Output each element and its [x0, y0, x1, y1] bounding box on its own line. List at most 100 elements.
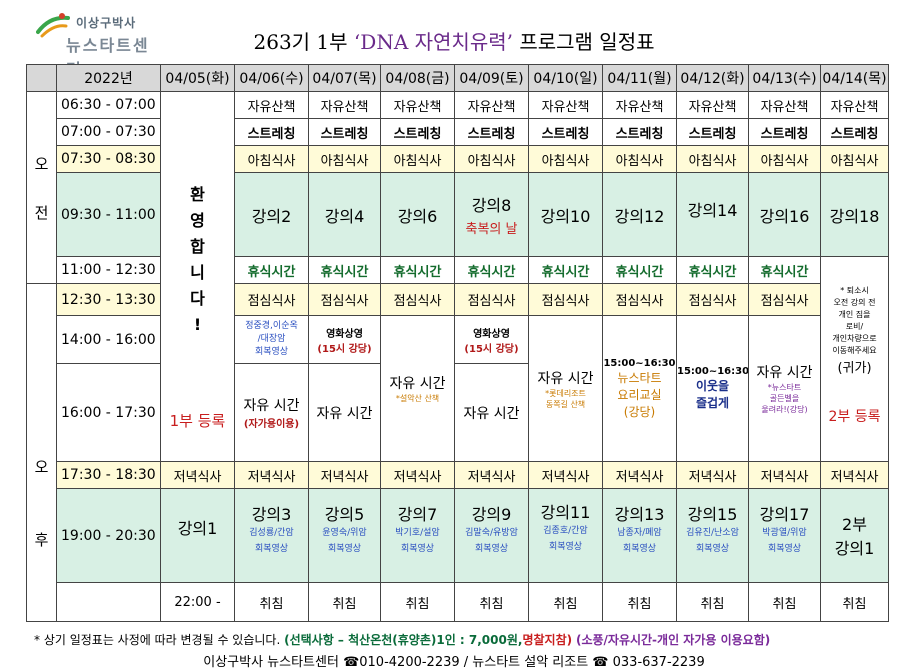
free-time-label: 자유 시간 — [389, 376, 446, 392]
date-header: 04/06(수) — [234, 64, 309, 92]
stretch-cell: 스트레칭 — [748, 118, 821, 146]
lecture-cell: 강의18 — [820, 172, 889, 257]
free-time-cell: 자유 시간 — [454, 363, 529, 462]
evening-lecture-cell: 강의15 김유진/난소암 회복영상 — [676, 488, 749, 583]
title-suffix: 프로그램 일정표 — [512, 30, 655, 54]
evening-lecture-cell: 강의9 김말숙/유방암 회복영상 — [454, 488, 529, 583]
evening-lecture-label: 강의9 — [471, 505, 512, 524]
breakfast-cell: 아침식사 — [234, 145, 309, 173]
time-cell: 19:00 - 20:30 — [56, 488, 161, 583]
evening-lecture-label: 강의1 — [177, 519, 218, 538]
rest-cell: 휴식시간 — [308, 256, 381, 284]
evening-lecture-label: 강의13 — [614, 505, 665, 524]
walk-cell: 자유산책 — [602, 91, 677, 119]
evening-lecture-label: 2부 — [842, 515, 867, 534]
date-header: 04/10(일) — [528, 64, 603, 92]
cooking-label: (강당) — [623, 404, 656, 419]
sleep-cell: 취침 — [602, 582, 677, 622]
walk-cell: 자유산책 — [234, 91, 309, 119]
rest-cell: 휴식시간 — [380, 256, 455, 284]
walk-cell: 자유산책 — [380, 91, 455, 119]
lecture-cell: 강의16 — [748, 172, 821, 257]
table-row: 22:00 - 취침 취침 취침 취침 취침 취침 취침 취침 취침 취침 — [27, 582, 889, 622]
footer-contact: 이상구박사 뉴스타트센터 ☎010-4200-2239 / 뉴스타트 설악 리조… — [203, 655, 705, 670]
free-time-note: 동쪽길 산책 — [545, 399, 586, 409]
departure-note: 로비/ — [845, 322, 864, 331]
welcome-char: 합 — [190, 237, 205, 256]
movie-time: (15시 강당) — [464, 343, 519, 355]
lecture-cell: 강의2 — [234, 172, 309, 257]
evening-lecture-cell: 강의11 김종호/간암 회복영상 — [528, 488, 603, 583]
time-cell: 17:30 - 18:30 — [56, 461, 161, 489]
lunch-cell: 점심식사 — [308, 283, 381, 316]
evening-lecture-label: 강의15 — [687, 505, 738, 524]
cooking-time: 15:00~16:30 — [603, 357, 676, 369]
stretch-cell: 스트레칭 — [380, 118, 455, 146]
rest-cell: 휴식시간 — [602, 256, 677, 284]
lecture-cell: 강의6 — [380, 172, 455, 257]
neighbors-cell: 15:00~16:30 이웃을 즐겁게 — [676, 315, 749, 462]
walk-cell: 자유산책 — [528, 91, 603, 119]
evening-lecture-sub: 회복영상 — [327, 544, 362, 554]
evening-lecture-label: 강의5 — [324, 505, 365, 524]
dinner-cell: 저녁식사 — [748, 461, 821, 489]
evening-lecture-sub: 회복영상 — [254, 544, 289, 554]
footnote-option: (선택사항 – 척산온천(휴양촌)1인 : 7,000원, — [284, 633, 523, 647]
sleep-cell: 취침 — [380, 582, 455, 622]
period-am-char: 오 — [34, 154, 49, 173]
movie-time: (15시 강당) — [317, 343, 372, 355]
evening-lecture-cell: 강의1 — [160, 488, 235, 583]
sleep-cell: 취침 — [820, 582, 889, 622]
time-cell: 11:00 - 12:30 — [56, 256, 161, 284]
footnote: * 상기 일정표는 사정에 따라 변경될 수 있습니다. (선택사항 – 척산온… — [34, 631, 770, 648]
logo-swoosh-icon — [36, 13, 70, 38]
table-row: 오 전 06:30 - 07:00 환 영 합 니 다 ! 1부 등록 자유산책… — [26, 91, 889, 462]
evening-lecture-sub: 회복영상 — [695, 544, 730, 554]
evening-lecture-label: 강의7 — [397, 505, 438, 524]
period-am-char: 전 — [34, 203, 49, 222]
table-row: 17:30 - 18:30 저녁식사 저녁식사 저녁식사 저녁식사 저녁식사 저… — [27, 461, 889, 489]
free-time-cell: 자유 시간 *롯데리조트 동쪽길 산책 — [528, 315, 603, 462]
evening-lecture-label: 강의17 — [759, 505, 810, 524]
schedule-table: 2022년 04/05(화) 04/06(수) 04/07(목) 04/08(금… — [26, 64, 889, 622]
walk-cell: 자유산책 — [820, 91, 889, 119]
corner-cell — [26, 64, 57, 92]
walk-cell: 자유산책 — [748, 91, 821, 119]
neighbors-label: 즐겁게 — [695, 396, 730, 410]
welcome-char: 니 — [190, 263, 205, 282]
stretch-cell: 스트레칭 — [820, 118, 889, 146]
time-cell: 07:30 - 08:30 — [56, 145, 161, 173]
movie-label: 영화상영 — [473, 328, 510, 340]
lecture-cell: 강의4 — [308, 172, 381, 257]
rest-cell: 휴식시간 — [748, 256, 821, 284]
departure-note: 개인 짐을 — [838, 310, 871, 319]
table-row: 19:00 - 20:30 강의1 강의3 김성룡/간암 회복영상 강의5 윤영… — [27, 488, 889, 583]
date-header: 04/11(월) — [602, 64, 677, 92]
rest-cell: 휴식시간 — [676, 256, 749, 284]
time-cell: 22:00 - — [160, 582, 235, 622]
time-cell: 09:30 - 11:00 — [56, 172, 161, 257]
breakfast-cell: 아침식사 — [676, 145, 749, 173]
evening-lecture-cell: 강의3 김성룡/간암 회복영상 — [234, 488, 309, 583]
evening-lecture-sub: 윤영숙/위암 — [322, 528, 367, 538]
dinner-cell: 저녁식사 — [602, 461, 677, 489]
lecture-cell: 강의12 — [602, 172, 677, 257]
lecture-cell: 강의14 — [676, 172, 749, 257]
evening-lecture-sub: 회복영상 — [548, 542, 583, 552]
cooking-label: 요리교실 — [617, 387, 662, 402]
welcome-text: 환 영 합 니 다 ! — [162, 182, 234, 338]
dinner-cell: 저녁식사 — [234, 461, 309, 489]
walk-cell: 자유산책 — [308, 91, 381, 119]
free-time-note: (자가용이용) — [243, 419, 300, 430]
blessing-day-label: 축복의 날 — [465, 222, 518, 237]
free-time-label: 자유 시간 — [537, 370, 594, 387]
table-row: 오 후 12:30 - 13:30 점심식사 점심식사 점심식사 점심식사 점심… — [26, 283, 889, 622]
evening-lecture-sub: 김유진/난소암 — [686, 528, 739, 538]
dinner-cell: 저녁식사 — [820, 461, 889, 489]
movie-label: 영화상영 — [326, 328, 363, 340]
evening-lecture-sub: 남종자/폐암 — [617, 528, 662, 538]
header-row: 2022년 04/05(화) 04/06(수) 04/07(목) 04/08(금… — [26, 64, 889, 92]
time-cell: 07:00 - 07:30 — [56, 118, 161, 146]
welcome-char: ! — [193, 315, 202, 334]
free-time-cell: 자유 시간 (자가용이용) — [234, 363, 309, 462]
